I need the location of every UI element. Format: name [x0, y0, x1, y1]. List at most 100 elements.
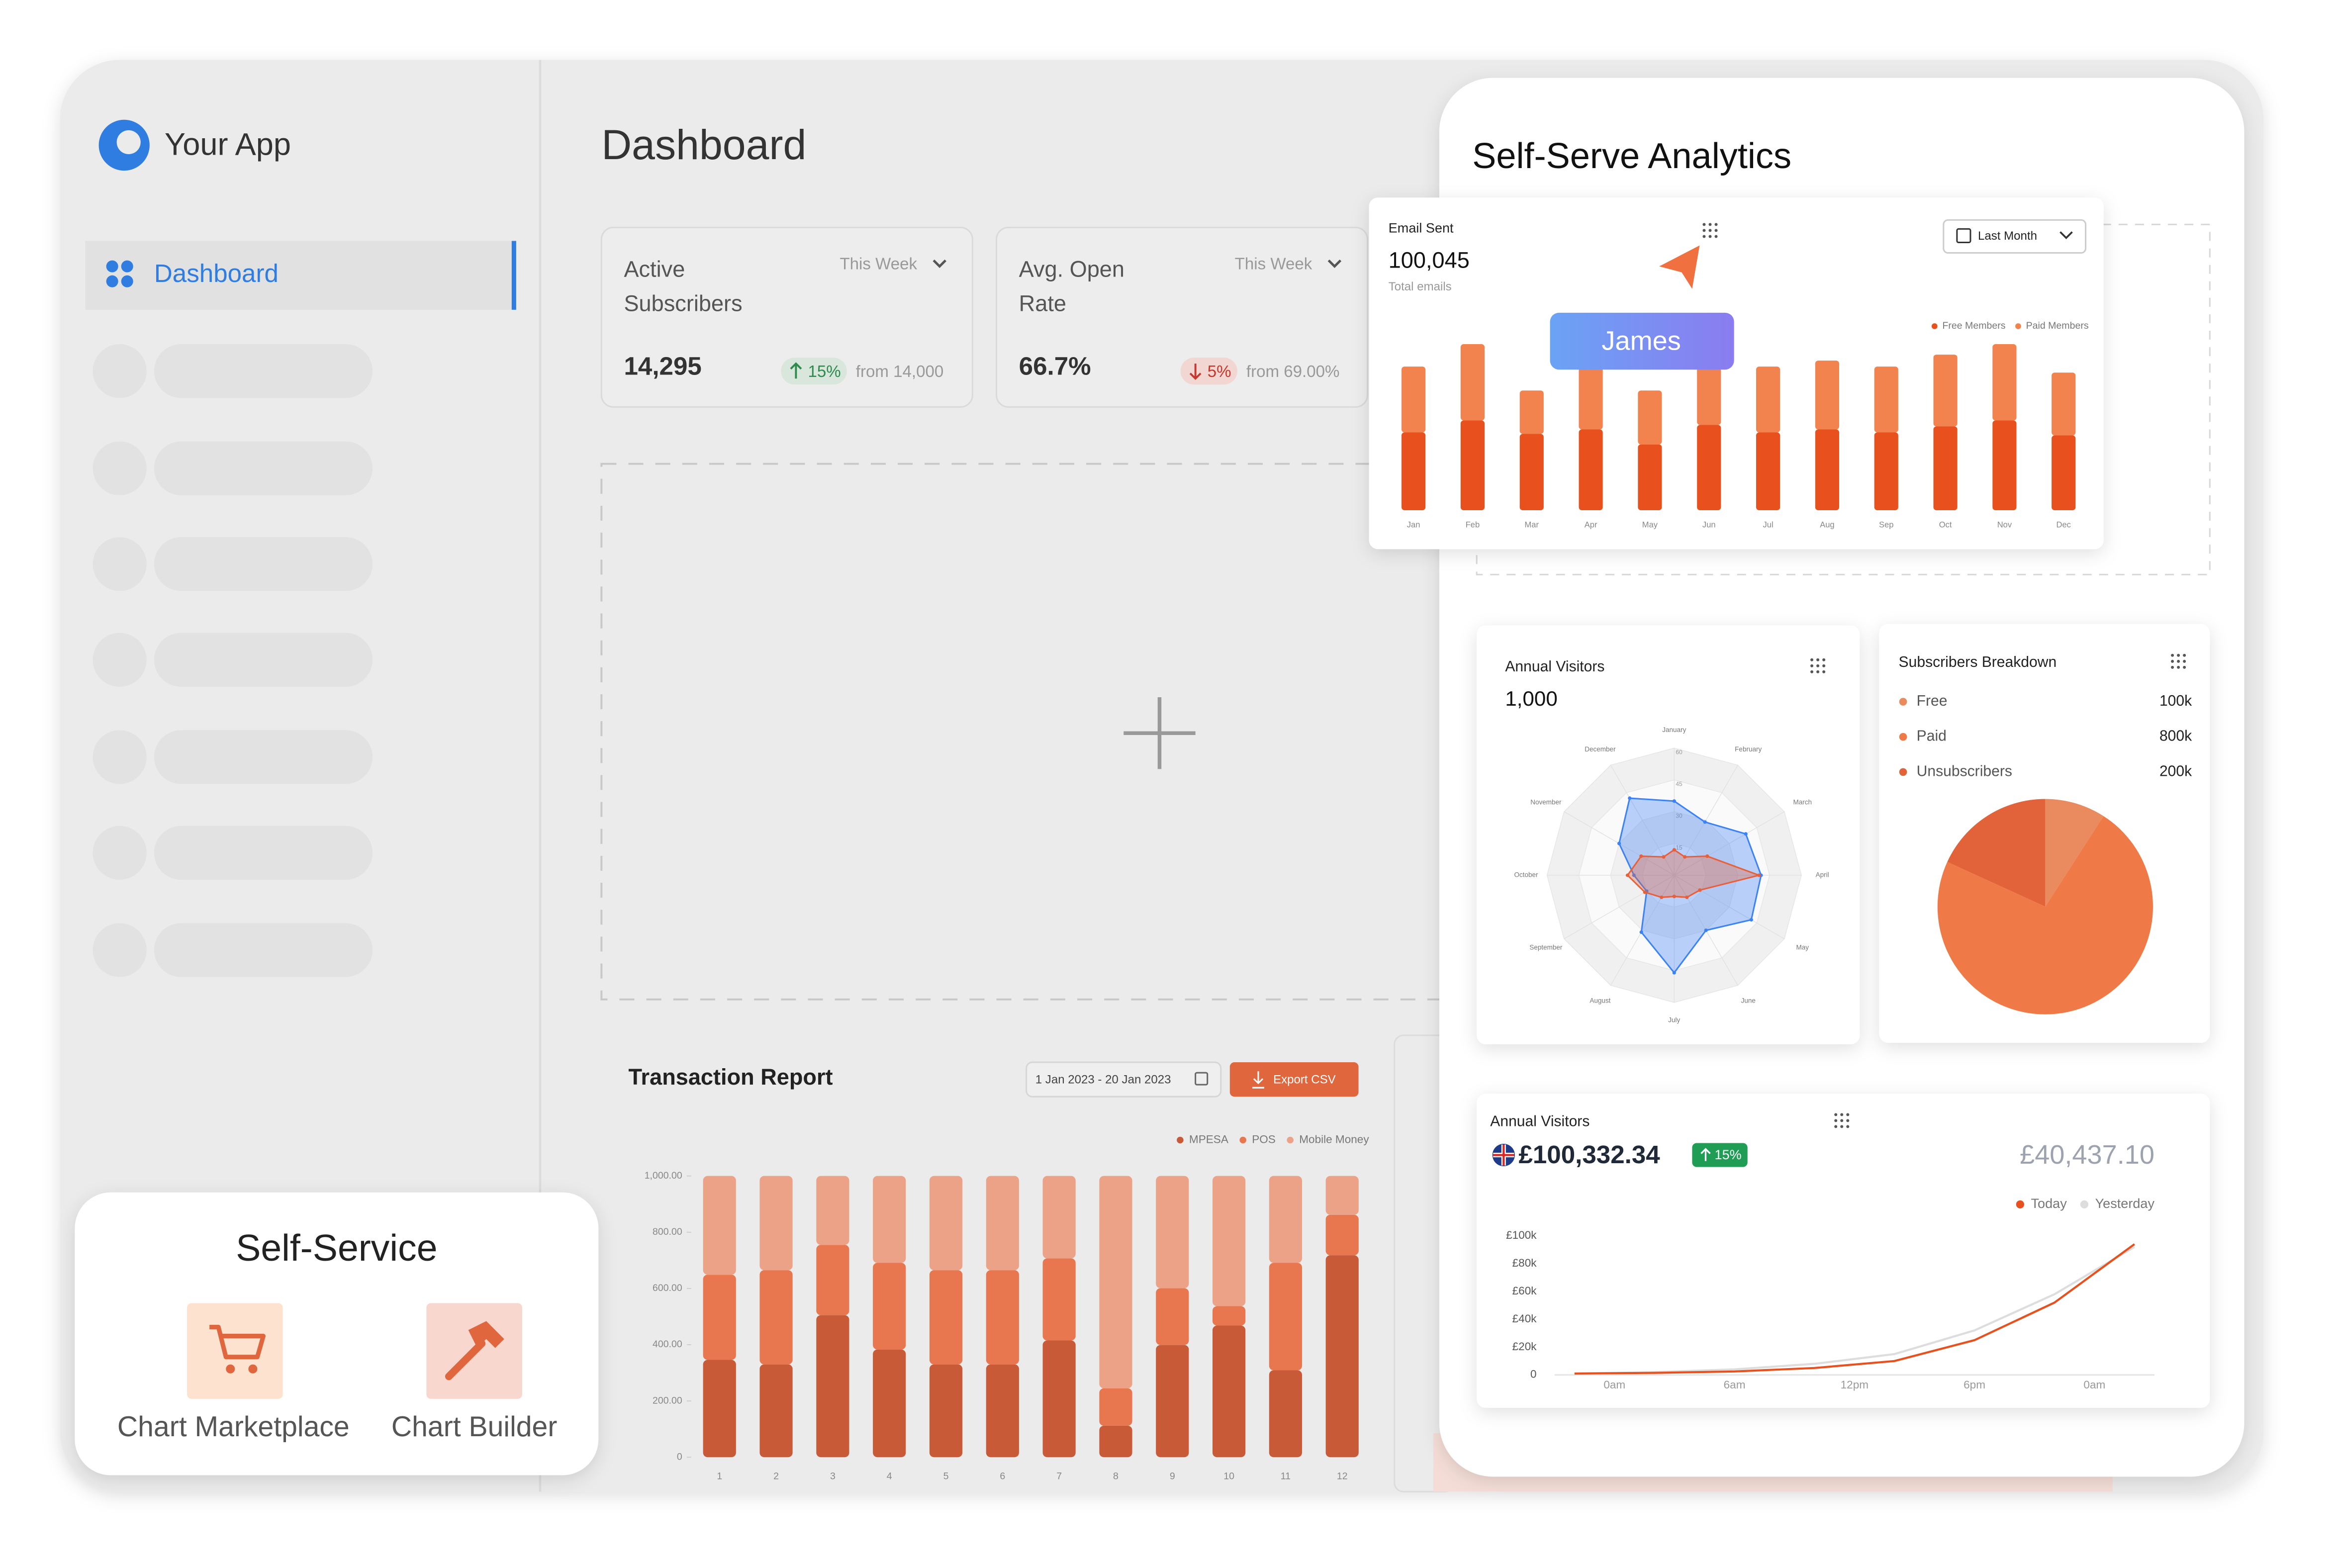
cart-icon	[209, 1325, 266, 1360]
bar-segment	[1933, 355, 1958, 427]
legend-label: Unsubscribers	[1917, 763, 2012, 779]
placeholder-pill	[154, 633, 373, 687]
bar-segment	[1933, 426, 1958, 510]
export-button[interactable]: Export CSV	[1229, 1062, 1359, 1097]
x-tick-label: Oct	[1939, 520, 1952, 529]
bar-segment	[1638, 390, 1662, 445]
bar-segment	[873, 1263, 906, 1350]
bar-segment	[873, 1176, 906, 1263]
button-label: Export CSV	[1273, 1073, 1336, 1087]
stat-label: Subscribers	[624, 291, 742, 316]
x-tick-label: 8	[1113, 1471, 1119, 1482]
builder-item[interactable]: Chart Builder	[391, 1303, 557, 1443]
bar-segment	[1638, 444, 1662, 510]
arrow-up	[1700, 1148, 1711, 1161]
radar-point	[1639, 854, 1643, 858]
period[interactable]: This Week	[1235, 255, 1312, 273]
menu-icon[interactable]	[2171, 653, 2186, 669]
email-chart: Jan Feb Mar Apr May Jun Jul Aug Sep Oct Nov Dec Paid…	[1402, 320, 2089, 529]
period[interactable]: This Week	[840, 255, 917, 273]
bar-segment	[1042, 1258, 1076, 1341]
bar-segment	[986, 1364, 1019, 1458]
x-tick-label: Jan	[1407, 520, 1420, 529]
comparison: from 69.00%	[1246, 363, 1340, 381]
category-label: September	[1529, 943, 1563, 951]
legend-dot	[1931, 323, 1938, 329]
y-tick-label: 400.00	[653, 1339, 682, 1350]
marketplace-item[interactable]: Chart Marketplace	[117, 1303, 350, 1443]
bar-segment	[1460, 344, 1485, 421]
x-tick-label: Jul	[1763, 520, 1774, 529]
r-tick-label: 60	[1676, 748, 1683, 755]
placeholder-dot	[93, 730, 147, 784]
change: 15%	[1715, 1147, 1742, 1162]
self-service-card	[75, 1192, 599, 1476]
radar-point	[1672, 895, 1676, 899]
card-title: Annual Visitors	[1490, 1113, 1589, 1129]
legend-label: MPESA	[1189, 1133, 1228, 1145]
drop-zone[interactable]	[600, 462, 1456, 1001]
nav-indicator	[511, 241, 516, 310]
y-tick-label: 200.00	[653, 1395, 682, 1406]
placeholder-pill	[154, 441, 373, 495]
legend-label: Mobile Money	[1299, 1133, 1369, 1145]
menu-icon[interactable]	[1702, 223, 1718, 238]
card-sublabel: Total emails	[1389, 280, 1452, 293]
bar-segment	[929, 1270, 963, 1365]
bar-segment	[1099, 1388, 1132, 1426]
date-picker[interactable]: 1 Jan 2023 - 20 Jan 2023	[1026, 1061, 1222, 1098]
amount: £100,332.34	[1518, 1140, 1660, 1169]
menu-icon[interactable]	[1810, 658, 1826, 673]
bar-segment	[703, 1176, 736, 1275]
placeholder-dot	[93, 537, 147, 591]
bar-segment	[1269, 1263, 1302, 1371]
placeholder-pill	[154, 826, 373, 880]
bar-segment	[986, 1176, 1019, 1271]
bar-segment	[1212, 1325, 1246, 1458]
bar-segment	[759, 1270, 793, 1365]
filter-button[interactable]: Last Month	[1943, 219, 2087, 254]
bar-segment	[929, 1176, 963, 1271]
x-tick-label: Jun	[1702, 520, 1716, 529]
r-tick-label: 15	[1676, 844, 1683, 851]
bar-segment	[1212, 1176, 1246, 1306]
radar-spoke	[1610, 875, 1675, 986]
r-tick-label: 30	[1676, 812, 1683, 819]
bar-segment	[1042, 1176, 1076, 1259]
x-tick-label: 6	[1000, 1471, 1005, 1482]
bar-segment	[2052, 372, 2076, 436]
x-tick-label: 0am	[1603, 1379, 1625, 1391]
nav-highlight	[85, 241, 516, 310]
calendar-icon	[1956, 228, 1971, 243]
pie-slice	[1947, 799, 2046, 907]
legend-value: 100k	[2159, 693, 2192, 709]
panel-title: Self-Serve Analytics	[1472, 136, 1791, 176]
x-tick-label: 12	[1337, 1471, 1348, 1482]
legend-label: Free Members	[1942, 320, 2005, 331]
bar-segment	[1519, 390, 1544, 434]
bar-segment	[816, 1176, 849, 1245]
category-label: April	[1816, 871, 1829, 879]
y-tick-label: £100k	[1506, 1229, 1537, 1241]
radar-point	[1632, 873, 1636, 877]
category-label: January	[1662, 726, 1686, 734]
legend-dot	[1899, 768, 1907, 776]
x-tick-label: 0am	[2083, 1379, 2105, 1391]
calendar-icon	[1195, 1072, 1209, 1086]
y-tick-label: £60k	[1512, 1285, 1537, 1297]
page-title: Dashboard	[601, 121, 806, 168]
line-card	[1477, 1094, 2210, 1408]
bar-segment	[1099, 1425, 1132, 1458]
bar-segment	[1325, 1255, 1359, 1458]
x-tick-label: Sep	[1879, 520, 1893, 529]
bar-segment	[759, 1176, 793, 1271]
stat-label: Active	[624, 257, 685, 282]
x-tick-label: Apr	[1585, 520, 1597, 529]
report-title: Transaction Report	[628, 1064, 833, 1090]
menu-icon[interactable]	[1834, 1113, 1850, 1128]
chevron	[1327, 259, 1342, 269]
nav-item[interactable]: Dashboard	[85, 241, 516, 310]
radar-point	[1757, 873, 1761, 877]
stat-label: Avg. Open	[1019, 257, 1124, 282]
